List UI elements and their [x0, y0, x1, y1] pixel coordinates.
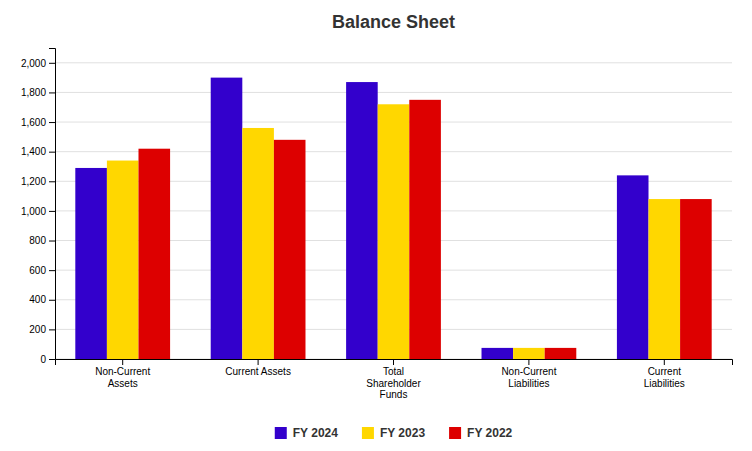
y-tick-label: 600: [29, 265, 46, 276]
bar: [274, 140, 306, 359]
bar: [617, 175, 649, 359]
bar: [378, 104, 410, 359]
bar: [138, 149, 170, 359]
y-tick-label: 200: [29, 324, 46, 335]
y-tick-label: 1,400: [21, 146, 46, 157]
x-tick-label: TotalShareholderFunds: [366, 366, 421, 400]
bar: [513, 348, 545, 359]
bar: [242, 128, 274, 359]
y-tick: 1,600: [21, 117, 55, 128]
x-axis-line: [56, 360, 733, 366]
legend-item: FY 2024: [275, 426, 338, 440]
x-tick-label-line: Assets: [108, 378, 138, 389]
legend-label: FY 2024: [293, 426, 338, 440]
bars: [75, 78, 711, 359]
x-tick-label-line: Shareholder: [366, 378, 421, 389]
y-axis: 0 200 400 600 800 1,000 1,200 1,400 1,600 1,800 2,…: [21, 49, 56, 365]
y-tick-label: 1,200: [21, 176, 46, 187]
x-tick-label-line: Non-Current: [501, 366, 556, 377]
y-tick-mark: [49, 300, 55, 301]
x-tick-mark: [393, 359, 394, 365]
y-tick-label: 1,800: [21, 87, 46, 98]
bar: [409, 100, 441, 359]
bar: [680, 199, 712, 359]
legend-swatch: [362, 427, 374, 439]
y-tick-mark: [49, 92, 55, 93]
y-tick: 1,200: [21, 176, 55, 187]
y-tick-mark: [49, 211, 55, 212]
y-tick-label: 1,600: [21, 117, 46, 128]
y-tick: 2,000: [21, 58, 55, 69]
x-tick-label: Non-CurrentAssets: [95, 366, 150, 389]
legend-item: FY 2023: [362, 426, 425, 440]
y-tick-mark: [49, 241, 55, 242]
y-tick: 800: [29, 235, 55, 246]
y-tick: 200: [29, 324, 55, 335]
x-tick-mark: [122, 359, 123, 365]
legend-label: FY 2022: [467, 426, 512, 440]
x-tick-mark: [664, 359, 665, 365]
x-tick-label-line: Funds: [380, 389, 408, 400]
bar: [649, 199, 681, 359]
bar: [346, 82, 378, 359]
y-tick: 1,800: [21, 87, 55, 98]
y-tick-mark: [49, 329, 55, 330]
x-axis: Non-CurrentAssetsCurrent AssetsTotalShar…: [56, 359, 733, 400]
x-tick: Non-CurrentLiabilities: [501, 359, 556, 389]
y-tick-label: 800: [29, 235, 46, 246]
grid: [55, 63, 732, 359]
x-tick-label: CurrentLiabilities: [644, 366, 685, 389]
plot: 0 200 400 600 800 1,000 1,200 1,400 1,600 1,800 2,…: [21, 49, 733, 401]
x-tick-label-line: Current Assets: [225, 366, 291, 377]
x-tick: TotalShareholderFunds: [366, 359, 421, 400]
y-tick-label: 1,000: [21, 206, 46, 217]
grid-line: [55, 92, 732, 93]
bar: [482, 348, 514, 359]
x-tick: Current Assets: [225, 359, 291, 377]
legend: FY 2024 FY 2023 FY 2022: [275, 426, 513, 440]
y-tick-label: 2,000: [21, 58, 46, 69]
x-tick-label-line: Liabilities: [508, 378, 549, 389]
legend-label: FY 2023: [380, 426, 425, 440]
y-tick-mark: [49, 359, 55, 360]
x-tick-label-line: Non-Current: [95, 366, 150, 377]
x-tick-label: Current Assets: [225, 366, 291, 377]
legend-swatch: [449, 427, 461, 439]
y-tick-mark: [49, 122, 55, 123]
y-axis-line: [49, 49, 56, 360]
x-tick-mark: [528, 359, 529, 365]
bar-series: [138, 100, 711, 359]
grid-line: [55, 62, 732, 63]
y-tick-mark: [49, 270, 55, 271]
x-tick-label-line: Current: [648, 366, 682, 377]
bar: [75, 168, 107, 359]
y-tick-label: 400: [29, 294, 46, 305]
legend-item: FY 2022: [449, 426, 512, 440]
y-tick-mark: [49, 152, 55, 153]
x-tick-mark: [258, 359, 259, 365]
y-tick: 0: [40, 354, 55, 365]
bar: [107, 161, 139, 359]
y-tick-mark: [49, 63, 55, 64]
chart: 0 200 400 600 800 1,000 1,200 1,400 1,600 1,800 2,…: [0, 0, 752, 451]
y-tick: 1,400: [21, 146, 55, 157]
x-tick-label: Non-CurrentLiabilities: [501, 366, 556, 389]
x-tick-label-line: Liabilities: [644, 378, 685, 389]
bar-series: [75, 78, 648, 359]
y-tick: 600: [29, 265, 55, 276]
title: Balance Sheet: [332, 12, 455, 32]
bar-series: [107, 104, 680, 359]
y-tick: 1,000: [21, 206, 55, 217]
y-tick: 400: [29, 294, 55, 305]
bar: [545, 348, 577, 359]
y-tick-label: 0: [40, 354, 46, 365]
legend-swatch: [275, 427, 287, 439]
x-tick: CurrentLiabilities: [644, 359, 685, 389]
x-tick-label-line: Total: [383, 366, 404, 377]
bar: [211, 78, 243, 359]
x-tick: Non-CurrentAssets: [95, 359, 150, 389]
y-tick-mark: [49, 181, 55, 182]
